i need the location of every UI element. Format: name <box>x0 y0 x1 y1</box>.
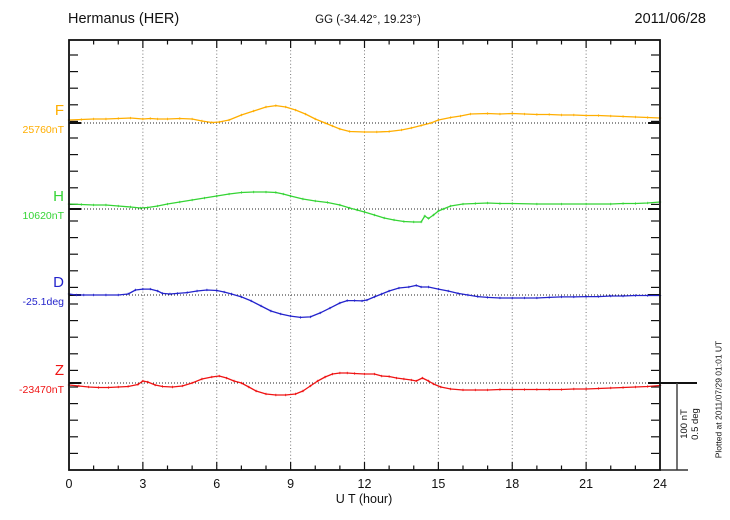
x-tick-label: 24 <box>653 477 667 491</box>
plot-date: 2011/06/28 <box>634 11 707 27</box>
series-baseline-value-Z: -23470nT <box>19 384 64 396</box>
x-axis-title: U T (hour) <box>335 492 393 506</box>
scale-bar-label-deg: 0.5 deg <box>690 408 701 440</box>
series-baseline-value-H: 10620nT <box>22 210 64 222</box>
x-tick-label: 9 <box>287 477 294 491</box>
plotted-at-note: Plotted at 2011/07/29 01:01 UT <box>713 340 724 459</box>
x-tick-label: 21 <box>579 477 593 491</box>
series-letter-D: D <box>53 274 64 291</box>
station-coordinates: GG (-34.42°, 19.23°) <box>315 14 421 26</box>
x-tick-label: 6 <box>213 477 220 491</box>
scale-bar-label-nt: 100 nT <box>679 409 690 439</box>
series-letter-H: H <box>53 188 64 205</box>
series-letter-F: F <box>54 102 64 119</box>
series-baseline-value-F: 25760nT <box>22 124 64 136</box>
series-letter-Z: Z <box>54 362 64 379</box>
curve-F <box>68 104 661 133</box>
x-tick-label: 18 <box>505 477 519 491</box>
axes-box <box>68 39 661 471</box>
x-tick-label: 12 <box>358 477 372 491</box>
x-tick-label: 15 <box>431 477 445 491</box>
x-tick-label: 0 <box>66 477 73 491</box>
x-tick-label: 3 <box>139 477 146 491</box>
station-name: Hermanus (HER) <box>68 11 180 27</box>
series-baseline-value-D: -25.1deg <box>22 296 64 308</box>
